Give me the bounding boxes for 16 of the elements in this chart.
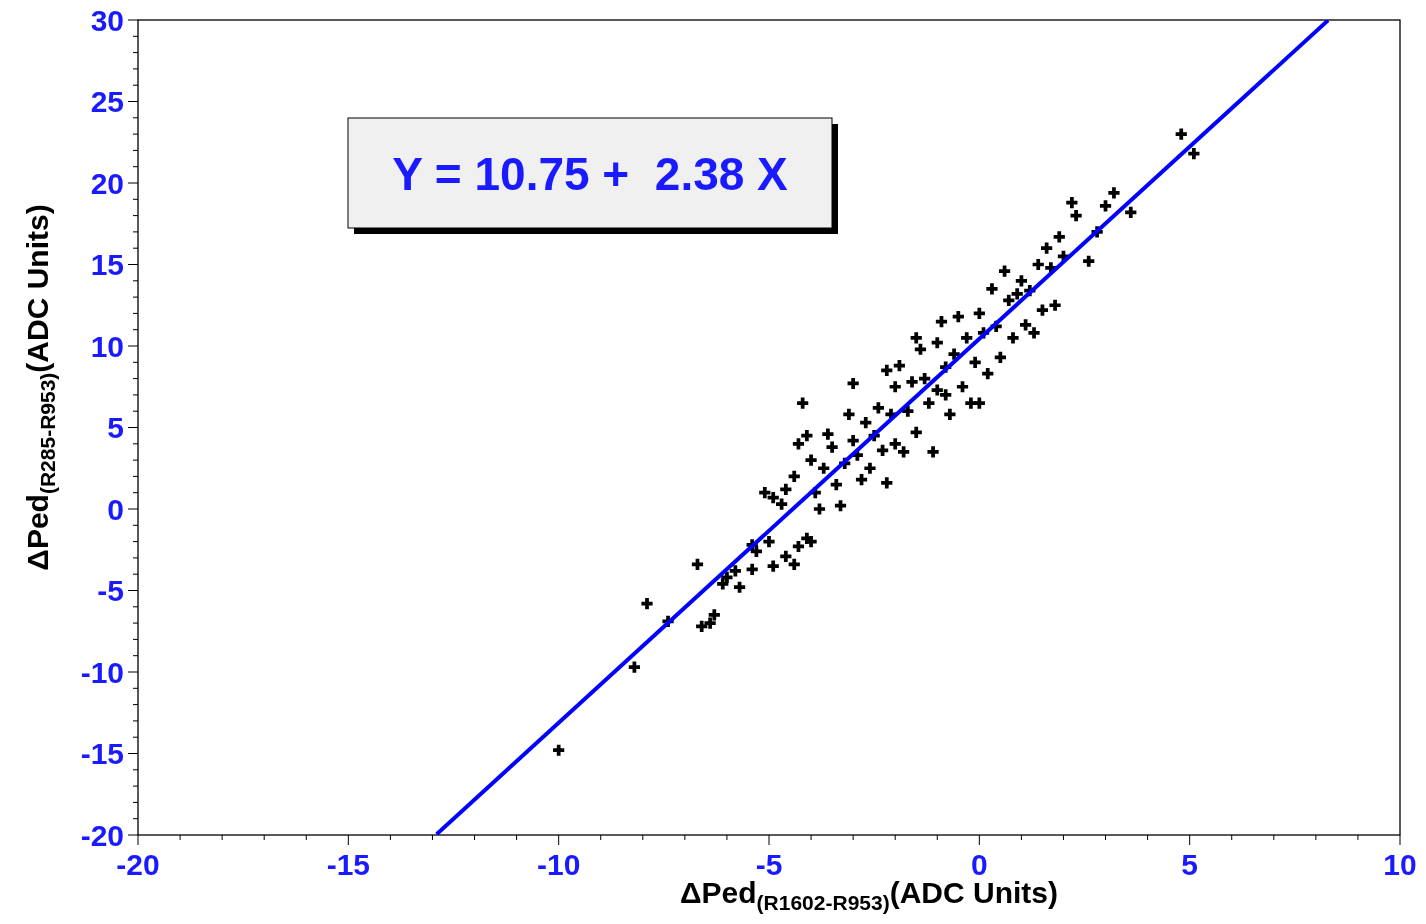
x-tick-label: -10 [536, 848, 581, 881]
y-tick-label: 30 [90, 3, 124, 37]
y-tick-label: 25 [90, 85, 124, 118]
y-tick-label: 10 [90, 329, 124, 363]
x-tick-label: -15 [326, 848, 371, 881]
y-tick-label: -20 [80, 818, 124, 852]
y-tick-label: 15 [90, 248, 124, 281]
y-tick-label: 20 [90, 166, 124, 200]
y-tick-label: 5 [107, 411, 124, 444]
y-tick-label: -10 [80, 655, 124, 689]
x-tick-label: 5 [1181, 848, 1199, 881]
annotation: Y = 10.75 + 2.38 X [392, 148, 789, 200]
y-tick-label: -15 [80, 737, 124, 770]
y-tick-label: 0 [107, 492, 124, 526]
x-tick-label: 10 [1383, 848, 1417, 881]
y-tick-label: -5 [97, 574, 124, 607]
